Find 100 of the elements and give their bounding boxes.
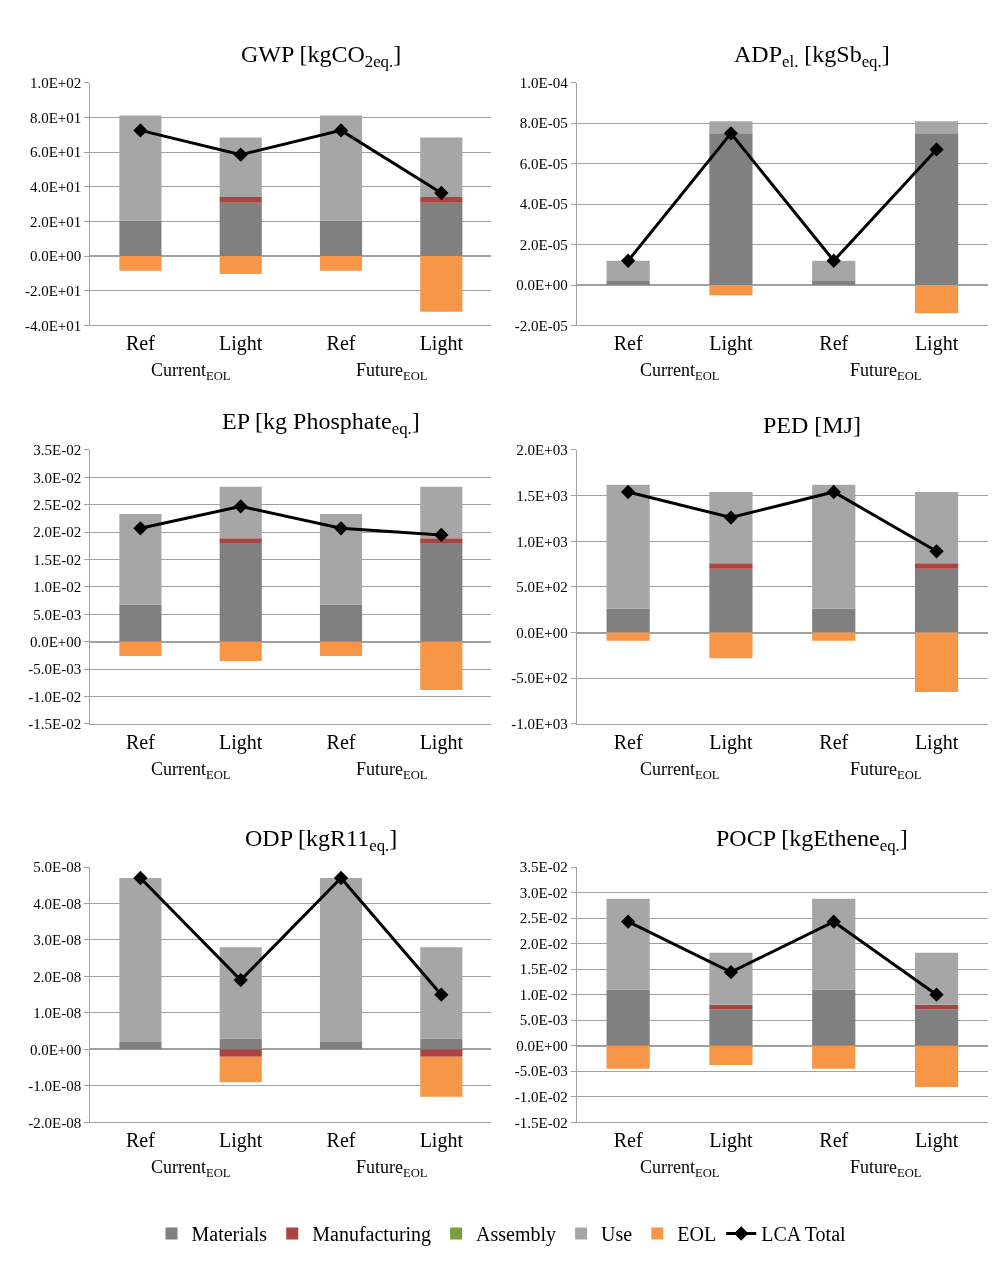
y-tick-label: 1.0E-04 xyxy=(519,74,569,91)
bar xyxy=(319,604,363,642)
y-tick-label: 1.0E-02 xyxy=(33,579,82,596)
bar xyxy=(812,989,856,1046)
y-tick-label: -2.0E-05 xyxy=(514,317,568,334)
y-tick-label: 2.0E-02 xyxy=(33,524,82,541)
y-tick-label: 8.0E-05 xyxy=(519,115,568,132)
y-tick-label: -5.0E+02 xyxy=(511,670,568,687)
y-tick-label: 5.0E-03 xyxy=(33,606,82,623)
bar xyxy=(914,632,959,692)
x-tick-label: Light xyxy=(709,1129,754,1153)
y-tick-label: 2.0E-05 xyxy=(519,236,568,253)
bar xyxy=(420,196,463,203)
point xyxy=(133,123,148,138)
x-tick-label: Light xyxy=(914,730,959,754)
bar xyxy=(606,989,650,1046)
bar xyxy=(420,1056,463,1097)
bar xyxy=(420,543,463,642)
point xyxy=(620,914,636,929)
point xyxy=(826,914,841,929)
y-tick-label: 3.5E-02 xyxy=(33,442,82,459)
point xyxy=(826,484,841,500)
bar xyxy=(119,1042,162,1050)
legend-label: Manufacturing xyxy=(312,1223,432,1247)
y-tick-label: 2.0E+01 xyxy=(29,213,82,230)
y-tick-label: 3.0E-02 xyxy=(519,884,568,901)
chart-title: PED [MJ] xyxy=(763,412,862,438)
bar xyxy=(420,256,463,312)
y-tick-label: 2.0E-08 xyxy=(33,968,82,985)
bar xyxy=(914,1009,959,1046)
y-tick-label: 2.0E-02 xyxy=(519,935,568,952)
point xyxy=(826,253,841,268)
bar xyxy=(119,220,162,257)
y-tick-label: 4.0E-08 xyxy=(33,895,82,912)
y-tick-label: -5.0E-03 xyxy=(28,661,82,678)
bar xyxy=(709,1045,753,1066)
bar xyxy=(812,280,856,286)
y-tick-label: 0.0E+00 xyxy=(29,633,82,650)
y-tick-label: 5.0E-08 xyxy=(33,859,82,876)
y-tick-label: 1.5E+03 xyxy=(516,487,568,504)
bar xyxy=(119,641,162,656)
x-tick-label: Ref xyxy=(819,332,849,355)
bar xyxy=(119,604,162,642)
x-tick-label: Light xyxy=(219,332,263,356)
bar xyxy=(420,641,463,690)
legend-label: LCA Total xyxy=(761,1223,847,1246)
y-tick-label: -1.0E-02 xyxy=(514,1089,568,1105)
bar xyxy=(119,256,162,271)
point xyxy=(133,521,148,536)
legend-label: Use xyxy=(601,1223,633,1246)
y-tick-label: 1.0E-02 xyxy=(519,986,568,1003)
chart-title: ODP [kgR11$_{eq.}$] xyxy=(245,825,398,856)
bar xyxy=(812,632,856,641)
bar xyxy=(914,285,959,314)
legend-label: EOL xyxy=(677,1223,717,1246)
y-tick-label: 8.0E+01 xyxy=(29,109,82,126)
bar xyxy=(219,256,262,274)
text: Current$_{EOL}$ xyxy=(151,759,231,782)
point xyxy=(233,972,248,988)
x-tick-label: Ref xyxy=(125,332,156,355)
y-tick-label: 1.5E-02 xyxy=(33,551,82,568)
bar xyxy=(606,632,650,641)
bar xyxy=(709,133,753,286)
point xyxy=(620,484,636,500)
bar xyxy=(914,568,959,633)
y-tick-label: 5.0E+02 xyxy=(516,579,568,596)
point xyxy=(929,142,944,157)
bar xyxy=(812,1045,856,1069)
y-tick-label: -2.0E-08 xyxy=(28,1114,82,1131)
y-tick-label: 1.0E+03 xyxy=(516,533,568,550)
y-tick-label: -5.0E-03 xyxy=(514,1063,568,1080)
bar xyxy=(606,260,650,281)
y-tick-label: -1.0E+03 xyxy=(511,716,568,733)
bar xyxy=(319,256,363,271)
bar xyxy=(812,260,856,281)
chart-title: POCP [kgEthene$_{eq.}$] xyxy=(716,825,908,856)
text: Future$_{EOL}$ xyxy=(356,759,428,782)
y-tick-label: -1.5E-02 xyxy=(514,1114,568,1131)
point xyxy=(133,870,148,886)
x-tick-label: Light xyxy=(419,332,464,356)
text: Current$_{EOL}$ xyxy=(640,360,720,383)
x-tick-label: Ref xyxy=(125,1129,156,1152)
bar xyxy=(319,641,363,656)
y-tick-label: 1.0E-08 xyxy=(33,1005,82,1022)
bar xyxy=(812,608,856,633)
chart-title: EP [kg Phosphate$_{eq.}$] xyxy=(222,408,420,439)
x-tick-label: Light xyxy=(219,1129,263,1153)
text: Future$_{EOL}$ xyxy=(850,1157,922,1180)
point xyxy=(723,126,739,141)
y-tick-label: -2.0E+01 xyxy=(24,283,82,300)
x-tick-label: Ref xyxy=(819,1129,849,1152)
text: Current$_{EOL}$ xyxy=(640,759,720,782)
text: Current$_{EOL}$ xyxy=(640,1157,720,1180)
y-tick-label: 1.0E+02 xyxy=(29,74,82,91)
x-tick-label: Ref xyxy=(125,730,156,753)
y-tick-label: 0.0E+00 xyxy=(516,277,568,294)
point xyxy=(929,987,944,1002)
bar xyxy=(606,1045,650,1069)
bar xyxy=(219,538,262,544)
bar xyxy=(219,196,262,203)
